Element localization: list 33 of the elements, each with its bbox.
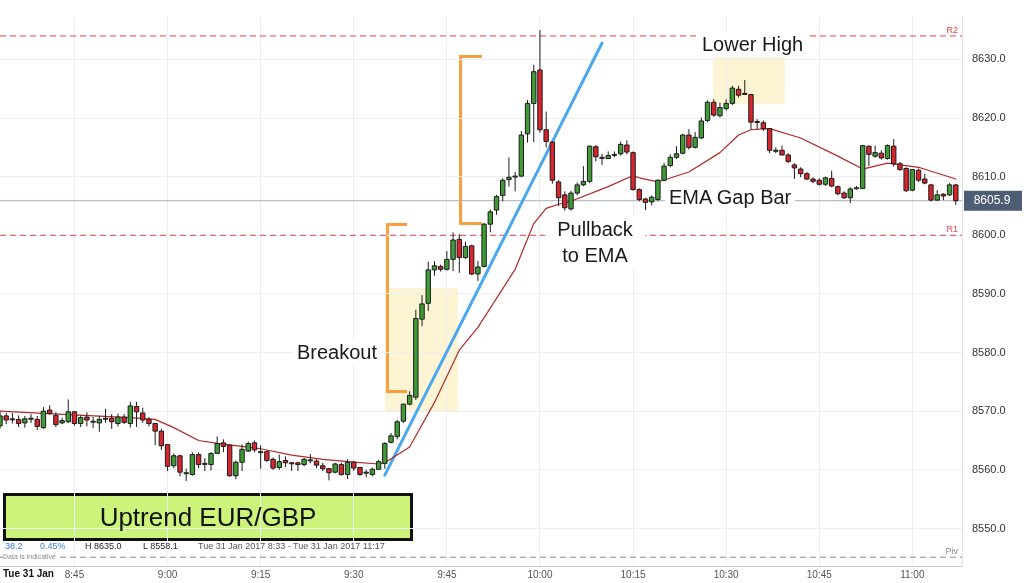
y-tick-label: 8570.0 — [972, 404, 1006, 417]
y-tick-label: 8550.0 — [972, 521, 1006, 534]
annotation: H 8635.0 — [85, 541, 122, 551]
text: Tue 31 Jan — [3, 568, 54, 579]
y-tick-label: 8630.0 — [972, 52, 1006, 65]
ref-line-label: R1 — [946, 224, 958, 235]
x-tick-label: 10:00 — [527, 568, 553, 580]
y-tick-label: 8610.0 — [972, 169, 1006, 182]
annotation: 38.2 — [5, 541, 23, 551]
annotation: Pullback to EMA — [545, 216, 645, 268]
x-tick-label: 9:15 — [250, 568, 271, 580]
y-tick-label: 8580.0 — [972, 345, 1006, 358]
y-tick-label: 8600.0 — [972, 228, 1006, 241]
ref-line-label: Piv — [945, 546, 959, 557]
annotation: EMA Gap Bar — [665, 184, 796, 210]
x-tick-label: 9:30 — [344, 568, 364, 580]
annotation: Tue 31 Jan 2017 8:33 - Tue 31 Jan 2017 11:17 — [198, 541, 385, 551]
annotation: 0.45% — [40, 541, 66, 551]
x-tick-label: 9:45 — [437, 568, 458, 580]
x-tick-label: 10:45 — [806, 568, 833, 580]
ref-line-label: 8605.9 — [973, 193, 1011, 208]
x-tick-label: 8:45 — [64, 568, 85, 580]
y-tick-label: 8620.0 — [972, 111, 1006, 124]
x-tick-label: 10:15 — [620, 568, 647, 580]
annotation: Breakout — [293, 339, 382, 365]
y-tick-label: 8560.0 — [972, 462, 1006, 475]
annotation: Lower High — [698, 31, 808, 57]
x-tick-label: 9:00 — [157, 568, 178, 580]
x-tick-label: 10:30 — [713, 568, 740, 580]
annotation: L 8558.1 — [143, 541, 178, 551]
ref-line-label: R2 — [946, 24, 958, 35]
y-tick-label: 8590.0 — [972, 286, 1006, 299]
x-tick-label: 11:00 — [900, 568, 925, 580]
